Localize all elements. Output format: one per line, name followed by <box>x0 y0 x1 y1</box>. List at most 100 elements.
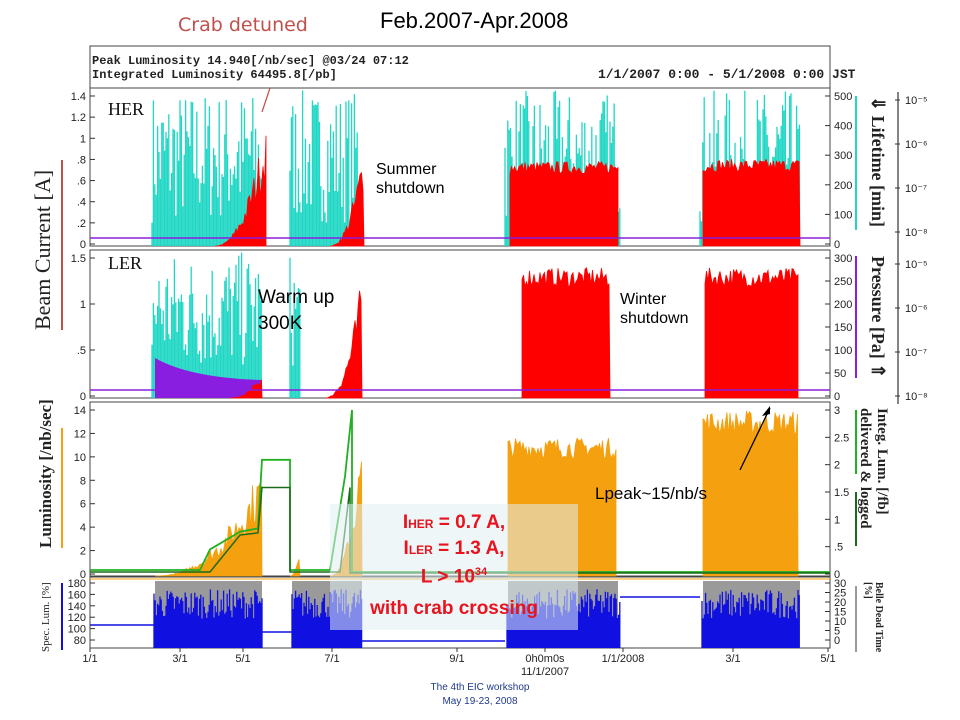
tick-L-8: 8 <box>80 475 86 487</box>
tick-R-5: 5 <box>834 626 840 638</box>
tick-L-80: 80 <box>74 635 86 647</box>
tick-R-15: 15 <box>834 607 846 619</box>
date-range-header: 1/1/2007 0:00 - 5/1/2008 0:00 JST <box>598 67 856 82</box>
lpeak-arrow <box>739 407 771 471</box>
tick-L-0: 0 <box>80 569 86 581</box>
ler-current-run-3 <box>704 267 799 399</box>
tick-R-0: 0 <box>834 569 840 581</box>
tick-R-0: 0 <box>834 391 840 403</box>
tick-R-2.5: 2.5 <box>834 432 849 444</box>
tick-R-1: 1 <box>834 514 840 526</box>
x-tick-5-0: 0h0m0s <box>525 653 565 665</box>
tick-R-200: 200 <box>834 299 852 311</box>
tick-L-1: 1 <box>80 133 86 145</box>
tick-R-2: 2 <box>834 460 840 472</box>
tick-R-50: 50 <box>834 368 846 380</box>
her-current-run-2 <box>509 160 619 247</box>
tick-L-1.2: 1.2 <box>71 112 86 124</box>
her-current-run-1 <box>329 171 365 247</box>
summer-line-1: Summer <box>376 161 437 178</box>
tick-L-.6: .6 <box>77 176 86 188</box>
ler-current-condition: ILER = 1.3 A, <box>403 538 505 559</box>
her-lifetime-run-1 <box>289 90 363 246</box>
tick-L-.4: .4 <box>77 197 86 209</box>
tick-L-1.4: 1.4 <box>71 91 86 103</box>
tick-L-12: 12 <box>74 428 86 440</box>
plot-layer: 1.41.21.8.6.4.201.51.5014121086420180160… <box>61 45 928 678</box>
pressure-axis-label: Pressure [Pa] ⇑ <box>868 256 888 379</box>
log-tick-1-1: 10⁻⁶ <box>905 303 928 315</box>
dead-time-axis-label: Belle Dead Time [%] <box>862 582 884 653</box>
integ-lum-axis-label: Integ. Lum. [/fb] delivered & logged <box>857 408 890 529</box>
tick-R-0: 0 <box>834 239 840 251</box>
ler-panel-label: LER <box>108 253 142 273</box>
log-tick-0-1: 10⁻⁶ <box>905 139 928 151</box>
luminosity-run-0 <box>155 482 263 577</box>
footer-line-1: The 4th EIC workshop <box>430 682 530 693</box>
log-tick-1-3: 10⁻⁸ <box>905 391 928 403</box>
tick-R-.5: .5 <box>834 542 843 554</box>
lpeak-label: Lpeak~15/nb/s <box>595 484 708 503</box>
x-tick-0-0: 1/1 <box>82 653 97 665</box>
tick-L-100: 100 <box>68 624 86 636</box>
her-current-run-3 <box>702 158 801 247</box>
x-tick-2-0: 5/1 <box>235 653 250 665</box>
summer-shutdown-label: Summer shutdown <box>376 160 445 198</box>
warm-up-label: Warm up 300K <box>258 285 334 337</box>
warmup-line-2: 300K <box>258 313 303 334</box>
crab-crossing-condition: with crab crossing <box>370 598 538 619</box>
x-tick-1-0: 3/1 <box>172 653 187 665</box>
ler-current-run-0 <box>230 379 263 399</box>
tick-R-300: 300 <box>834 253 852 265</box>
ler-lifetime-run-1 <box>289 257 301 398</box>
tick-R-10: 10 <box>834 616 846 628</box>
her-current-condition: IHER = 0.7 A, <box>402 512 506 533</box>
winter-shutdown-label: Winter shutdown <box>620 290 689 328</box>
tick-L-2: 2 <box>80 546 86 558</box>
tick-R-500: 500 <box>834 91 852 103</box>
crab-arrow <box>261 87 271 113</box>
tick-L-120: 120 <box>68 612 86 624</box>
winter-line-2: shutdown <box>620 310 689 327</box>
log-tick-0-2: 10⁻⁷ <box>905 183 927 195</box>
x-tick-5-1: 11/1/2007 <box>521 666 569 678</box>
spec-lum-axis-label: Spec. Lum. [%] <box>40 582 52 652</box>
tick-R-400: 400 <box>834 121 852 133</box>
tick-R-25: 25 <box>834 588 846 600</box>
tick-R-100: 100 <box>834 345 852 357</box>
lifetime-axis-label: ⇓ Lifetime [min] <box>868 96 888 228</box>
spec-lum-run-3 <box>701 590 800 648</box>
header-frame <box>89 45 831 89</box>
tick-R-250: 250 <box>834 276 852 288</box>
spec-lum-run-0 <box>153 589 263 648</box>
tick-R-200: 200 <box>834 180 852 192</box>
x-tick-3-0: 7/1 <box>324 653 339 665</box>
lpeak-arrowhead <box>762 406 770 416</box>
tick-L-160: 160 <box>68 589 86 601</box>
luminosity-axis-label: Luminosity [/nb/sec] <box>36 399 55 548</box>
luminosity-run-4 <box>702 410 799 577</box>
tick-R-20: 20 <box>834 597 846 609</box>
tick-R-3: 3 <box>834 405 840 417</box>
integrated-luminosity-header: Integrated Luminosity 64495.8[/pb] <box>92 68 337 82</box>
tick-L-14: 14 <box>74 405 86 417</box>
tick-L-0: 0 <box>80 391 86 403</box>
tick-L-0: 0 <box>80 239 86 251</box>
ler-current-run-1 <box>324 290 363 399</box>
tick-R-30: 30 <box>834 578 846 590</box>
tick-L-.8: .8 <box>77 154 86 166</box>
x-tick-8-0: 5/1 <box>820 653 835 665</box>
conditions-box <box>330 504 578 630</box>
tick-R-100: 100 <box>834 209 852 221</box>
footer-line-2: May 19-23, 2008 <box>442 696 518 707</box>
integrated-delivered-line <box>90 409 830 573</box>
tick-L-1: 1 <box>80 299 86 311</box>
log-tick-1-2: 10⁻⁷ <box>905 347 927 359</box>
ler-pressure-run-0 <box>155 358 262 398</box>
ler-current-run-2 <box>521 267 611 399</box>
tick-L-4: 4 <box>80 522 86 534</box>
tick-L-.2: .2 <box>77 218 86 230</box>
tick-L-140: 140 <box>68 601 86 613</box>
summer-line-2: shutdown <box>376 180 445 197</box>
